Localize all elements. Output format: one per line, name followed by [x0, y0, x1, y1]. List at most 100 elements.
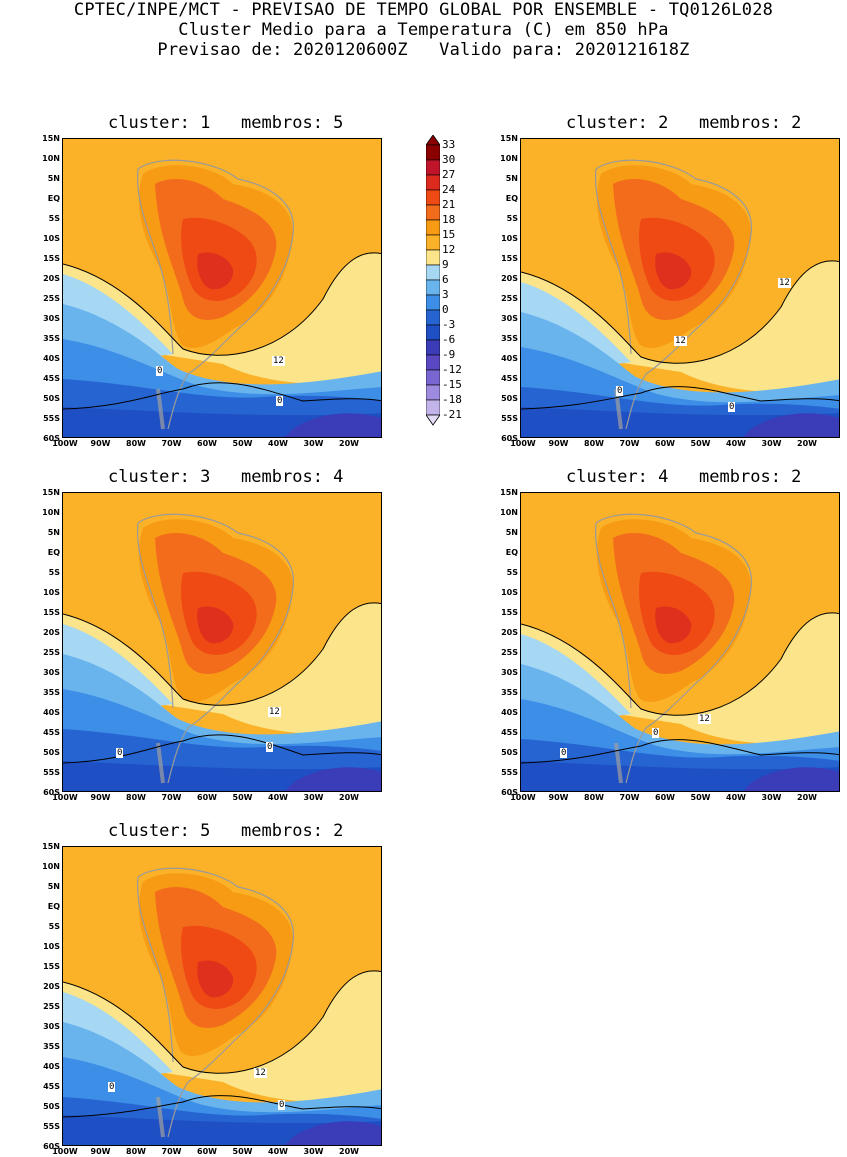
- colorbar-swatch: [425, 399, 441, 416]
- latitude-label: 40S: [43, 354, 60, 363]
- latitude-label: 30S: [43, 1022, 60, 1031]
- longitude-label: 40W: [268, 1147, 288, 1156]
- latitude-label: 15N: [42, 488, 60, 497]
- contour-label: 0: [276, 396, 284, 406]
- latitude-label: 15N: [42, 134, 60, 143]
- latitude-label: 55S: [43, 414, 60, 423]
- latitude-label: 5S: [48, 922, 60, 931]
- latitude-label: 15S: [43, 254, 60, 263]
- colorbar-swatch: [425, 294, 441, 311]
- latitude-label: 45S: [43, 374, 60, 383]
- latitude-label: 30S: [43, 668, 60, 677]
- latitude-label: 40S: [43, 708, 60, 717]
- latitude-label: 60S: [43, 434, 60, 443]
- latitude-label: 60S: [501, 434, 518, 443]
- latitude-label: 5S: [506, 214, 518, 223]
- contour-label: 12: [698, 714, 711, 724]
- colorbar-label: 30: [442, 153, 456, 166]
- longitude-label: 60W: [197, 1147, 217, 1156]
- latitude-label: 45S: [43, 1082, 60, 1091]
- longitude-label: 30W: [303, 793, 324, 802]
- colorbar-swatch: [425, 159, 441, 176]
- longitude-label: 70W: [619, 793, 640, 802]
- longitude-label: 40W: [726, 439, 746, 448]
- latitude-label: 60S: [501, 788, 518, 797]
- latitude-label: 30S: [501, 668, 518, 677]
- latitude-label: 50S: [501, 748, 518, 757]
- cluster-3-map: [62, 492, 382, 792]
- longitude-label: 50W: [232, 1147, 253, 1156]
- cluster-4-map: [520, 492, 840, 792]
- latitude-label: 20S: [501, 274, 518, 283]
- contour-label: 0: [108, 1082, 116, 1092]
- longitude-label: 60W: [655, 793, 675, 802]
- longitude-label: 80W: [126, 793, 146, 802]
- latitude-label: 50S: [43, 1102, 60, 1111]
- latitude-label: 20S: [43, 628, 60, 637]
- colorbar-label: -3: [442, 318, 456, 331]
- longitude-label: 90W: [90, 439, 111, 448]
- latitude-label: 10S: [43, 942, 60, 951]
- latitude-label: EQ: [505, 548, 518, 557]
- latitude-label: 55S: [501, 414, 518, 423]
- longitude-label: 60W: [655, 439, 675, 448]
- title-line-3: Previsao de: 2020120600Z Valido para: 20…: [157, 40, 690, 60]
- longitude-label: 90W: [548, 439, 569, 448]
- latitude-label: 40S: [43, 1062, 60, 1071]
- contour-label: 12: [268, 707, 281, 717]
- colorbar-swatch: [425, 264, 441, 281]
- longitude-label: 60W: [197, 439, 217, 448]
- latitude-label: 25S: [43, 294, 60, 303]
- longitude-label: 90W: [90, 1147, 111, 1156]
- latitude-label: 5N: [47, 882, 60, 891]
- longitude-label: 70W: [161, 1147, 182, 1156]
- longitude-label: 50W: [690, 793, 711, 802]
- longitude-label: 40W: [268, 439, 288, 448]
- longitude-label: 40W: [726, 793, 746, 802]
- colorbar-swatch: [425, 339, 441, 356]
- latitude-label: 25S: [501, 648, 518, 657]
- contour-label: 12: [272, 356, 285, 366]
- latitude-label: 60S: [43, 1142, 60, 1151]
- colorbar-label: 18: [442, 213, 456, 226]
- latitude-label: 10N: [500, 508, 518, 517]
- cluster-2-map: [520, 138, 840, 438]
- latitude-label: 10S: [43, 234, 60, 243]
- colorbar-label: 3: [442, 288, 449, 301]
- colorbar-swatch: [425, 189, 441, 206]
- contour-label: 0: [560, 748, 568, 758]
- latitude-label: 55S: [501, 768, 518, 777]
- longitude-label: 60W: [197, 793, 217, 802]
- latitude-label: 10N: [42, 862, 60, 871]
- latitude-label: 15N: [500, 488, 518, 497]
- latitude-label: 5S: [48, 214, 60, 223]
- cluster-4-title: cluster: 4 membros: 2: [566, 467, 802, 487]
- colorbar-label: 9: [442, 258, 449, 271]
- contour-label: 0: [652, 728, 660, 738]
- latitude-label: 35S: [43, 688, 60, 697]
- latitude-label: 50S: [43, 394, 60, 403]
- latitude-label: 35S: [43, 1042, 60, 1051]
- latitude-label: 20S: [501, 628, 518, 637]
- colorbar-swatch: [425, 384, 441, 401]
- latitude-label: 25S: [501, 294, 518, 303]
- latitude-label: 30S: [43, 314, 60, 323]
- latitude-label: 40S: [501, 354, 518, 363]
- contour-label: 12: [674, 336, 687, 346]
- colorbar: 33 30 27 24 21 18 15 12 9 6 3 0 -3 -6 -9 -12 -15 -18 -21: [425, 134, 462, 444]
- colorbar-label: 15: [442, 228, 456, 241]
- latitude-label: 30S: [501, 314, 518, 323]
- colorbar-swatch: [425, 249, 441, 266]
- latitude-label: 15S: [501, 608, 518, 617]
- latitude-label: EQ: [47, 194, 60, 203]
- longitude-label: 80W: [584, 439, 604, 448]
- latitude-label: 50S: [43, 748, 60, 757]
- longitude-label: 80W: [126, 439, 146, 448]
- longitude-label: 100W: [510, 793, 536, 802]
- latitude-label: 10N: [42, 154, 60, 163]
- colorbar-label: 6: [442, 273, 449, 286]
- colorbar-swatch: [425, 174, 441, 191]
- latitude-label: 15S: [43, 608, 60, 617]
- colorbar-label: 21: [442, 198, 456, 211]
- latitude-label: 15S: [43, 962, 60, 971]
